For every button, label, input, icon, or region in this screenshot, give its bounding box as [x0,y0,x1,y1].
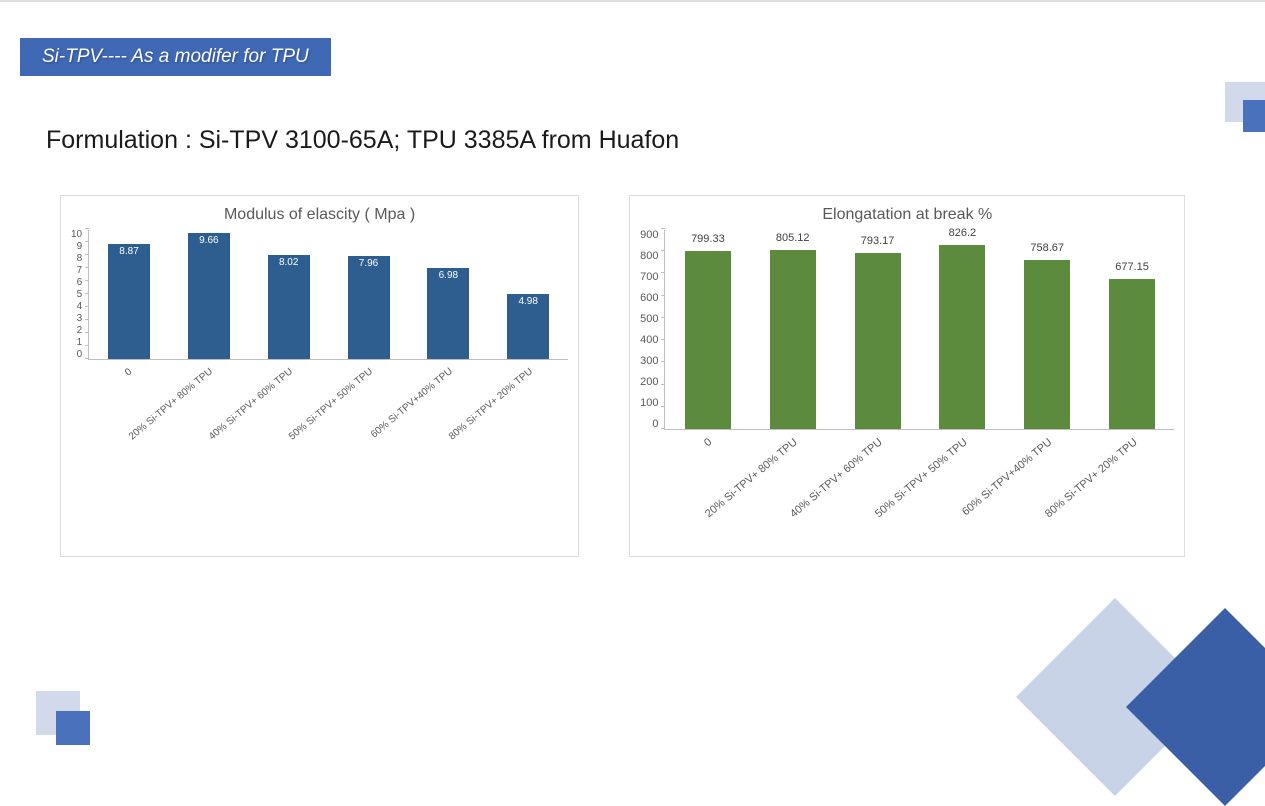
plot-area: 8.87 9.66 8.02 7.96 6.98 4.98 [88,230,568,360]
x-tick-label: 60% Si-TPV+40% TPU [369,366,455,441]
bar-slot: 799.33 [665,230,750,429]
y-tick-label: 500 [640,314,658,325]
bar: 799.33 [685,251,731,429]
bar: 758.67 [1024,260,1070,429]
bar-slot: 805.12 [750,230,835,429]
bar-value-label: 8.02 [279,257,298,268]
bar: 8.02 [268,255,310,359]
corner-decoration-bottom-right [1005,557,1265,727]
plot-area: 799.33 805.12 793.17 826.2 758.67 677.15 [664,230,1174,430]
x-tick-label: 0 [702,436,714,449]
bar-value-label: 6.98 [439,270,458,281]
bar-value-label: 4.98 [518,296,537,307]
y-tick-label: 400 [640,335,658,346]
page-title-bar: Si-TPV---- As a modifer for TPU [20,38,331,76]
bar: 6.98 [427,268,469,359]
x-tick-label: 60% Si-TPV+40% TPU [960,436,1054,518]
y-tick-label: 0 [652,419,658,430]
bar-value-label: 677.15 [1115,261,1149,273]
bar: 7.96 [348,256,390,359]
bar-value-label: 793.17 [861,235,895,247]
x-tick-label: 20% Si-TPV+ 80% TPU [703,436,800,520]
elongation-chart: Elongatation at break % 900 800 700 600 500 40… [629,195,1185,557]
bar: 793.17 [855,253,901,429]
x-tick-label: 50% Si-TPV+ 50% TPU [287,366,375,442]
bar-value-label: 7.96 [359,258,378,269]
y-tick-label: 10 [71,230,82,240]
y-tick-label: 7 [77,266,83,276]
chart-title: Elongatation at break % [640,206,1174,224]
bar-slot: 826.2 [920,230,1005,429]
y-tick-label: 600 [640,293,658,304]
bar-value-label: 826.2 [949,227,977,239]
y-tick-label: 2 [77,326,83,336]
y-tick-label: 100 [640,398,658,409]
x-tick-label: 40% Si-TPV+ 60% TPU [207,366,295,442]
bar: 805.12 [770,250,816,429]
bar-slot: 8.87 [89,230,169,359]
y-axis: 900 800 700 600 500 400 300 200 100 0 [640,230,664,430]
y-tick-label: 800 [640,251,658,262]
bar-slot: 6.98 [408,230,488,359]
bar-slot: 4.98 [488,230,568,359]
y-tick-label: 1 [77,338,83,348]
x-axis: 020% Si-TPV+ 80% TPU40% Si-TPV+ 60% TPU5… [88,360,568,470]
x-tick-label: 50% Si-TPV+ 50% TPU [873,436,970,520]
y-tick-label: 900 [640,230,658,241]
y-tick-label: 3 [77,314,83,324]
bar-slot: 9.66 [169,230,249,359]
bar: 4.98 [507,294,549,359]
bar: 677.15 [1109,279,1155,429]
y-tick-label: 0 [77,350,83,360]
x-axis: 020% Si-TPV+ 80% TPU40% Si-TPV+ 60% TPU5… [664,430,1174,550]
bar-slot: 793.17 [835,230,920,429]
bar: 826.2 [939,245,985,429]
x-tick-label: 80% Si-TPV+ 20% TPU [1043,436,1140,520]
bar: 8.87 [108,244,150,359]
x-tick-label: 80% Si-TPV+ 20% TPU [447,366,535,442]
bar-slot: 758.67 [1005,230,1090,429]
y-tick-label: 4 [77,302,83,312]
bar-slot: 677.15 [1090,230,1175,429]
y-tick-label: 700 [640,272,658,283]
y-tick-label: 9 [77,242,83,252]
x-tick-label: 0 [123,366,134,378]
modulus-chart: Modulus of elascity ( Mpa )1098765432108… [60,195,579,557]
y-tick-label: 300 [640,356,658,367]
bar-slot: 7.96 [329,230,409,359]
bar-slot: 8.02 [249,230,329,359]
bar-value-label: 805.12 [776,232,810,244]
bar-value-label: 8.87 [119,246,138,257]
y-tick-label: 200 [640,377,658,388]
chart-title: Modulus of elascity ( Mpa ) [71,206,568,224]
bar-value-label: 9.66 [199,235,218,246]
y-tick-label: 8 [77,254,83,264]
y-tick-label: 5 [77,290,83,300]
y-tick-label: 6 [77,278,83,288]
page-title-text: Si-TPV---- As a modifer for TPU [42,46,309,67]
bar-value-label: 799.33 [691,233,725,245]
y-axis: 109876543210 [71,230,88,360]
x-tick-label: 20% Si-TPV+ 80% TPU [127,366,215,442]
charts-row: Modulus of elascity ( Mpa )1098765432108… [60,195,1265,557]
x-tick-label: 40% Si-TPV+ 60% TPU [788,436,885,520]
subtitle-text: Formulation : Si-TPV 3100-65A; TPU 3385A… [46,126,1265,155]
bar-value-label: 758.67 [1030,242,1064,254]
bar: 9.66 [188,233,230,359]
